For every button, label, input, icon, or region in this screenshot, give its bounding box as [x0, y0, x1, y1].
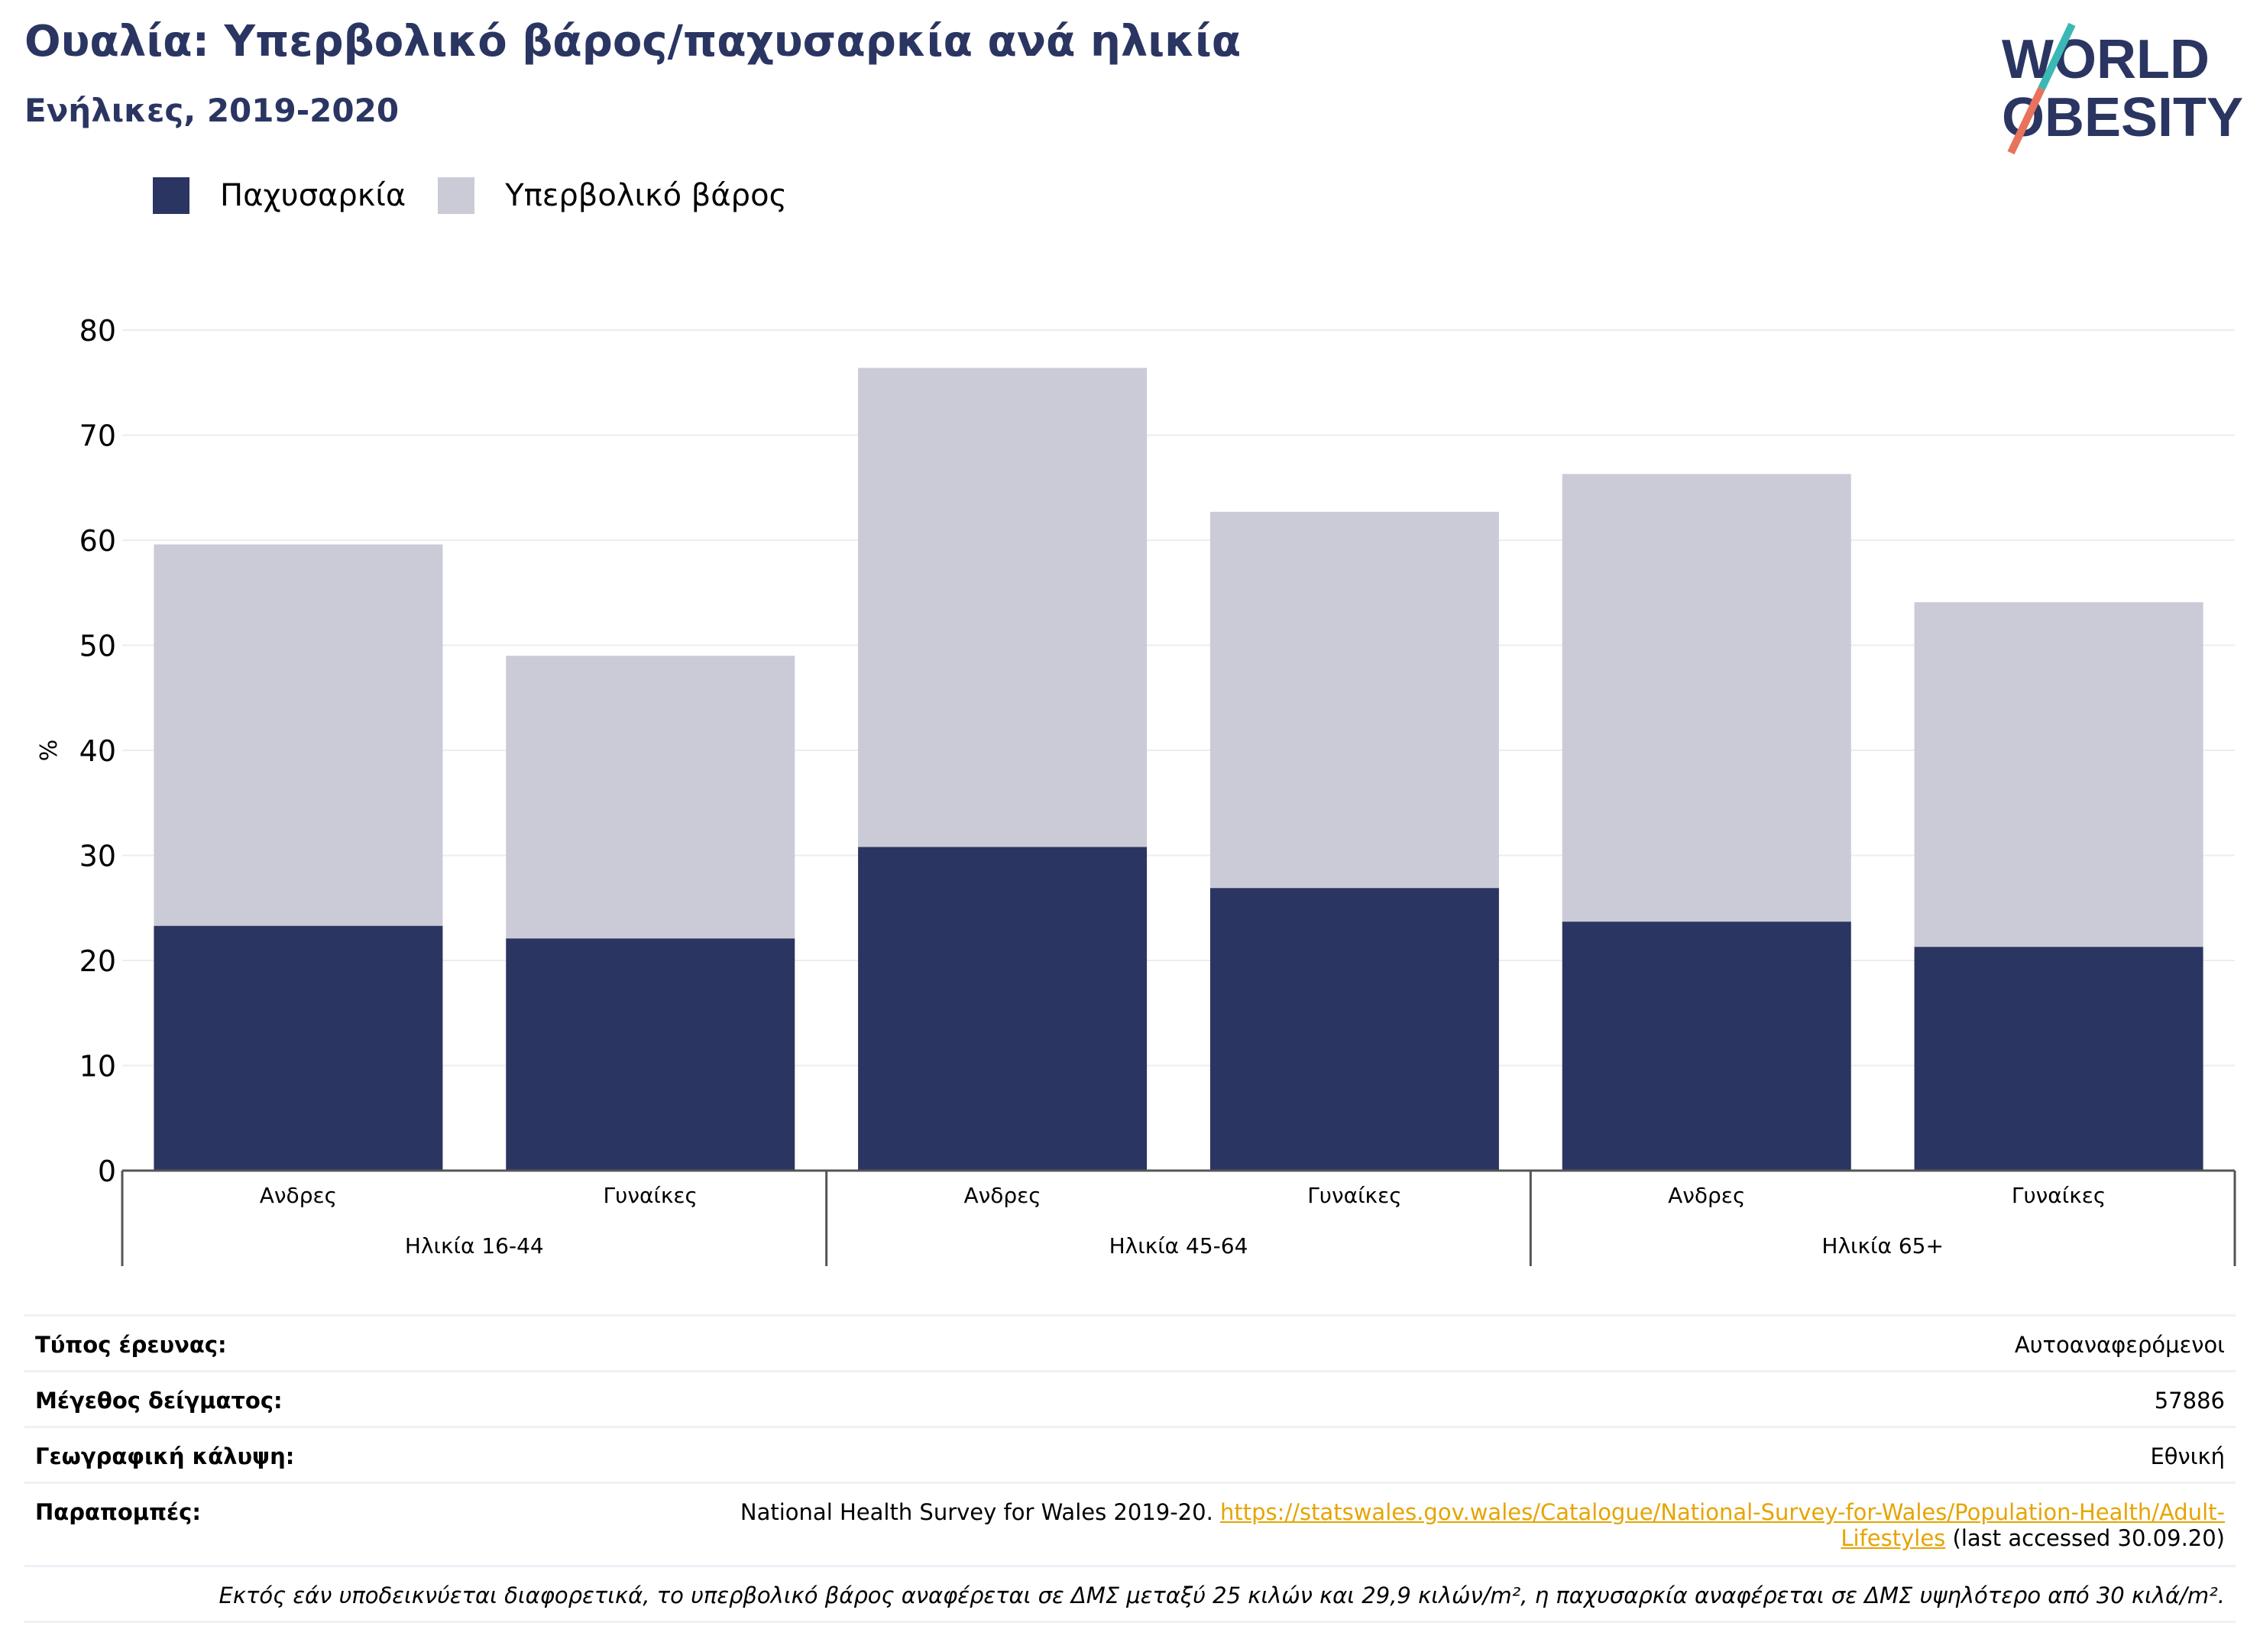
metadata-table: Τύπος έρευνας: Αυτοαναφερόμενοι Μέγεθος … [24, 1314, 2236, 1623]
page-title: Ουαλία: Υπερβολικό βάρος/παχυσαρκία ανά … [24, 17, 1242, 66]
x-tick-label: Ανδρες [260, 1183, 337, 1208]
logo-line2: OBESITY [2002, 87, 2243, 148]
legend-swatch-obesity [153, 177, 189, 214]
reference-link[interactable]: https://statswales.gov.wales/Catalogue/N… [1220, 1499, 2225, 1525]
group-label: Ηλικία 16-44 [405, 1233, 544, 1258]
world-obesity-logo: WORLD OBESITY [2002, 23, 2243, 155]
legend-label-obesity: Παχυσαρκία [220, 178, 406, 213]
meta-label: Τύπος έρευνας: [35, 1332, 227, 1358]
bar-obesity [1562, 922, 1851, 1171]
logo-slash-coral [2007, 86, 2045, 155]
x-tick-label: Ανδρες [963, 1183, 1041, 1208]
bar-obesity [858, 847, 1148, 1171]
bar-overweight [1209, 511, 1499, 889]
y-tick-label: 0 [98, 1155, 116, 1188]
meta-value: National Health Survey for Wales 2019-20… [391, 1499, 2225, 1551]
meta-row-coverage: Γεωγραφική κάλυψη: Εθνική [24, 1426, 2236, 1482]
x-tick-label: Γυναίκες [604, 1183, 698, 1208]
bar-overweight [1914, 602, 2203, 947]
meta-row-sample-size: Μέγεθος δείγματος: 57886 [24, 1370, 2236, 1426]
y-axis-title: % [36, 740, 63, 762]
bar-obesity [154, 925, 443, 1171]
meta-row-references: Παραπομπές: National Health Survey for W… [24, 1482, 2236, 1565]
y-tick-label: 30 [79, 840, 116, 873]
meta-value: Αυτοαναφερόμενοι [2014, 1332, 2225, 1358]
group-label: Ηλικία 65+ [1821, 1233, 1944, 1258]
bar-obesity [1914, 947, 2203, 1171]
meta-label: Γεωγραφική κάλυψη: [35, 1443, 295, 1469]
meta-value: Εθνική [2150, 1443, 2225, 1469]
y-tick-label: 40 [79, 734, 116, 768]
bar-obesity [506, 938, 795, 1171]
logo-slash-teal [2038, 23, 2076, 91]
bar-overweight [154, 544, 443, 926]
y-tick-label: 70 [79, 419, 116, 453]
meta-label: Μέγεθος δείγματος: [35, 1388, 283, 1414]
definition-note: Εκτός εάν υποδεικνύεται διαφορετικά, το … [219, 1582, 2226, 1608]
legend-swatch-overweight [438, 177, 475, 214]
bar-overweight [506, 656, 795, 939]
y-tick-label: 20 [79, 944, 116, 978]
y-tick-label: 60 [79, 524, 116, 558]
y-tick-label: 50 [79, 630, 116, 663]
meta-label: Παραπομπές: [35, 1499, 201, 1525]
y-tick-label: 10 [79, 1050, 116, 1084]
reference-link-continued[interactable]: Lifestyles [1841, 1525, 1946, 1551]
stacked-bar-chart: 0 10 20 30 40 50 60 70 80% Ανδρες Γυναίκες Ανδρες Γυ… [36, 314, 2236, 1266]
meta-value: 57886 [2154, 1388, 2225, 1414]
logo-line1: WORLD [2002, 29, 2210, 90]
page-subtitle: Ενήλικες, 2019-2020 [24, 92, 400, 129]
meta-row-note: Εκτός εάν υποδεικνύεται διαφορετικά, το … [24, 1565, 2236, 1623]
reference-accessed: (last accessed 30.09.20) [1945, 1525, 2226, 1551]
chart-legend: Παχυσαρκία Υπερβολικό βάρος [153, 177, 819, 214]
x-tick-label: Ανδρες [1668, 1183, 1745, 1208]
legend-label-overweight: Υπερβολικό βάρος [505, 178, 788, 213]
bar-overweight [1562, 474, 1851, 922]
meta-row-survey-type: Τύπος έρευνας: Αυτοαναφερόμενοι [24, 1314, 2236, 1370]
x-tick-label: Γυναίκες [2012, 1183, 2106, 1208]
y-tick-label: 80 [79, 314, 116, 348]
group-label: Ηλικία 45-64 [1109, 1233, 1248, 1258]
bar-overweight [858, 368, 1148, 847]
bar-obesity [1209, 888, 1499, 1171]
x-tick-label: Γυναίκες [1307, 1183, 1401, 1208]
reference-text: National Health Survey for Wales 2019-20… [740, 1499, 1221, 1525]
